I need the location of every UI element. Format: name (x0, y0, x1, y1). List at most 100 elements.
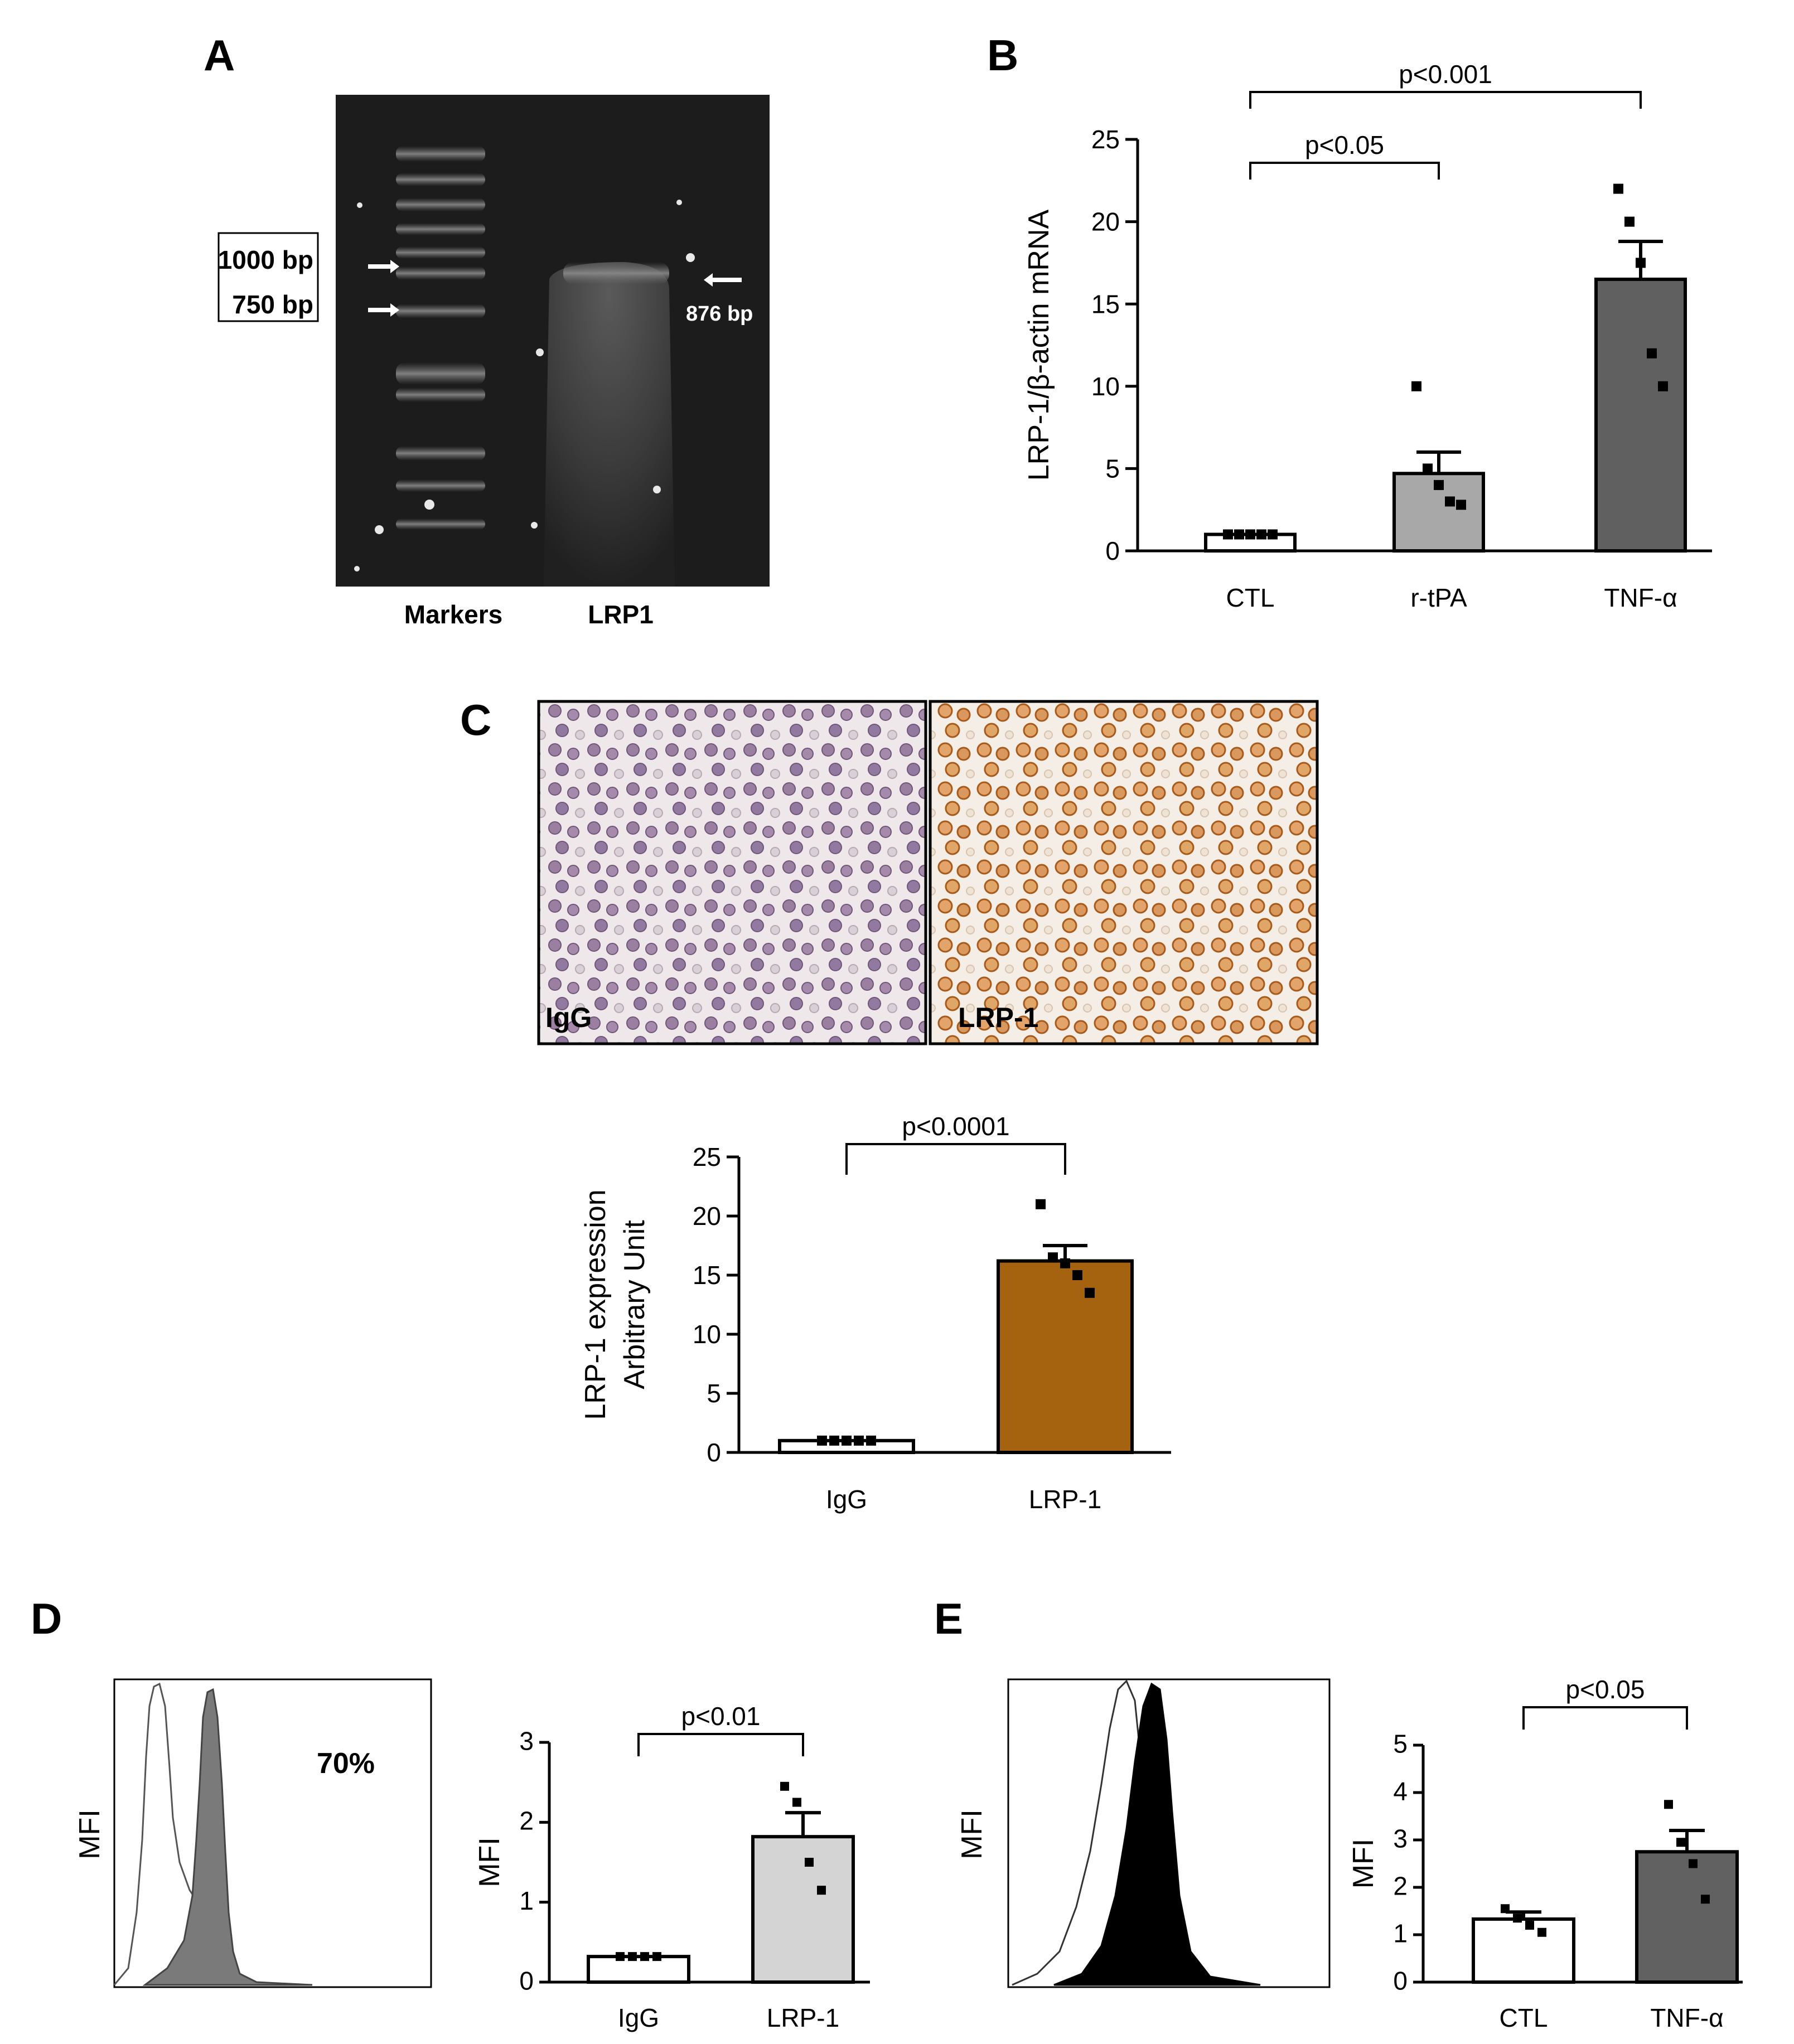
lane-label-lrp1: LRP1 (588, 600, 654, 629)
significance-bracket (1249, 162, 1440, 180)
band-arrow (704, 273, 742, 287)
y-tick-label: 2 (519, 1806, 534, 1835)
data-point (1624, 216, 1635, 227)
x-category-label: CTL (1226, 583, 1275, 612)
data-point (1689, 1859, 1698, 1868)
data-point (1411, 381, 1421, 391)
bar (587, 1955, 690, 1984)
data-point (817, 1435, 827, 1446)
data-point (1501, 1904, 1510, 1914)
x-category-label: TNF-α (1604, 583, 1677, 612)
y-axis-title: Arbitrary Unit (618, 1220, 651, 1389)
x-category-label: r-tPA (1410, 583, 1467, 612)
data-point (1613, 183, 1623, 194)
data-point (628, 1952, 637, 1961)
data-point (1036, 1199, 1046, 1209)
y-tick-label: 20 (1091, 207, 1120, 236)
data-point (616, 1952, 625, 1961)
histogram-d-lrp1-curve (142, 1688, 313, 1986)
data-point (1658, 381, 1668, 391)
marker-lane (396, 146, 485, 530)
data-point (1245, 529, 1255, 540)
y-tick-label: 10 (693, 1320, 721, 1349)
data-point (1525, 1921, 1534, 1930)
bar (1472, 1917, 1575, 1984)
histogram-e-ylabel: MFI (956, 1809, 988, 1859)
histogram-d-ylabel: MFI (74, 1809, 106, 1859)
y-tick-label: 10 (1091, 372, 1120, 401)
y-tick-label: 5 (1105, 454, 1120, 483)
data-point (1434, 479, 1444, 490)
marker-1000bp-label: 1000 bp (218, 245, 313, 274)
data-point (1223, 529, 1233, 540)
significance-label: p<0.01 (681, 1702, 761, 1731)
x-category-label: IgG (826, 1485, 867, 1514)
lane-label-markers: Markers (404, 600, 502, 629)
y-tick-label: 0 (1393, 1966, 1408, 1995)
panel-e-letter: E (934, 1594, 963, 1643)
y-tick-label: 2 (1393, 1871, 1408, 1900)
significance-label: p<0.001 (1399, 60, 1492, 89)
y-tick-label: 0 (1105, 536, 1120, 565)
data-point (1664, 1800, 1673, 1809)
panel-d-letter: D (31, 1594, 62, 1643)
micrograph-igg-label: IgG (545, 1002, 592, 1033)
data-point (805, 1858, 814, 1867)
data-point (1676, 1838, 1685, 1847)
marker-arrows (368, 260, 399, 317)
data-point (817, 1886, 826, 1895)
x-category-label: LRP-1 (1029, 1485, 1101, 1514)
y-tick-label: 25 (1091, 125, 1120, 154)
y-tick-label: 25 (693, 1142, 721, 1171)
y-axis-title: LRP-1 expression (579, 1189, 612, 1420)
marker-750bp-label: 750 bp (232, 290, 313, 319)
significance-bracket (1249, 91, 1642, 109)
y-tick-label: 15 (693, 1261, 721, 1290)
data-point (652, 1952, 661, 1961)
chart-e: 0 1 2 3 4 5 MFI CTL TNF-α p<0.05 (1347, 1675, 1743, 2032)
y-tick-label: 1 (519, 1886, 534, 1915)
micrograph-igg: IgG (537, 700, 927, 1045)
data-point (1060, 1258, 1070, 1268)
panel-b-letter: B (987, 31, 1018, 80)
y-tick-label: 3 (519, 1726, 534, 1755)
histogram-d-percentage: 70% (317, 1747, 375, 1780)
y-axis-title: MFI (473, 1837, 506, 1887)
data-point (1423, 463, 1433, 474)
bar (997, 1259, 1134, 1455)
x-category-label: TNF-α (1650, 2003, 1723, 2032)
data-point (1256, 529, 1266, 540)
bar (1594, 277, 1687, 553)
significance-label: p<0.05 (1305, 130, 1384, 159)
gel-image (336, 95, 770, 587)
gel-dust-specks (354, 200, 695, 571)
histogram-d: MFI 70% (74, 1678, 432, 1988)
chart-b: 0 5 10 15 20 25 LRP-1/β-actin mRNA CTL r-tPA TNF-… (1023, 60, 1712, 612)
significance-bracket (845, 1143, 1066, 1175)
y-tick-label: 1 (1393, 1919, 1408, 1948)
data-point (1701, 1895, 1710, 1904)
y-tick-label: 5 (1393, 1729, 1408, 1758)
significance-label: p<0.05 (1566, 1675, 1645, 1704)
bar (751, 1835, 855, 1984)
data-point (866, 1435, 876, 1446)
chart-c: 0 5 10 15 20 25 LRP-1 expression Arbitrary Unit… (579, 1112, 1171, 1514)
micrograph-lrp1-label: LRP-1 (958, 1002, 1038, 1033)
y-tick-label: 3 (1393, 1824, 1408, 1853)
significance-label: p<0.0001 (902, 1112, 1009, 1141)
data-point (842, 1435, 852, 1446)
panel-a-letter: A (204, 31, 235, 80)
chart-d: 0 1 2 3 MFI IgG LRP-1 p<0.01 (473, 1702, 870, 2032)
histogram-e-tnf-curve (1053, 1682, 1261, 1986)
data-point (780, 1781, 789, 1791)
data-point (1445, 496, 1455, 507)
significance-bracket (637, 1733, 804, 1756)
data-point (1048, 1252, 1058, 1263)
marker-size-box: 1000 bp 750 bp (217, 232, 319, 322)
data-point (1456, 500, 1466, 510)
x-category-label: LRP-1 (767, 2003, 839, 2032)
y-tick-label: 0 (519, 1966, 534, 1995)
y-tick-label: 4 (1393, 1776, 1408, 1805)
data-point (1085, 1287, 1095, 1298)
data-point (829, 1435, 839, 1446)
